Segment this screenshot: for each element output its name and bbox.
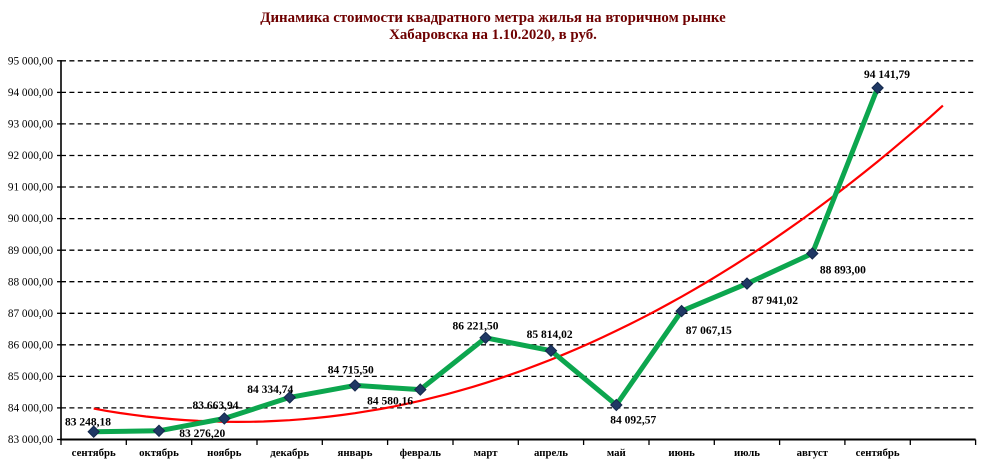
svg-text:август: август <box>797 447 829 459</box>
svg-text:91 000,00: 91 000,00 <box>8 182 54 194</box>
svg-text:июль: июль <box>734 447 760 459</box>
svg-text:85 814,02: 85 814,02 <box>527 329 573 341</box>
svg-text:сентябрь: сентябрь <box>72 447 116 459</box>
svg-text:83 276,20: 83 276,20 <box>179 428 225 440</box>
svg-text:84 092,57: 84 092,57 <box>610 415 656 427</box>
svg-text:83 000,00: 83 000,00 <box>8 434 54 446</box>
svg-text:87 067,15: 87 067,15 <box>686 325 732 337</box>
svg-text:февраль: февраль <box>400 447 442 459</box>
svg-text:апрель: апрель <box>534 447 568 459</box>
svg-text:89 000,00: 89 000,00 <box>8 245 54 257</box>
svg-text:88 000,00: 88 000,00 <box>8 276 54 288</box>
svg-text:84 580,16: 84 580,16 <box>367 395 413 407</box>
svg-text:Динамика стоимости квадратного: Динамика стоимости квадратного метра жил… <box>260 10 726 26</box>
svg-text:93 000,00: 93 000,00 <box>8 119 54 131</box>
svg-text:март: март <box>474 447 499 459</box>
svg-text:84 715,50: 84 715,50 <box>328 365 374 377</box>
svg-text:ноябрь: ноябрь <box>207 447 242 459</box>
svg-text:84 334,74: 84 334,74 <box>247 384 293 396</box>
svg-text:90 000,00: 90 000,00 <box>8 213 54 225</box>
svg-text:94 141,79: 94 141,79 <box>864 69 910 81</box>
svg-text:86 221,50: 86 221,50 <box>453 321 499 333</box>
svg-text:95 000,00: 95 000,00 <box>8 55 54 67</box>
svg-text:84 000,00: 84 000,00 <box>8 403 54 415</box>
svg-text:86 000,00: 86 000,00 <box>8 339 54 351</box>
svg-text:85 000,00: 85 000,00 <box>8 371 54 383</box>
svg-text:декабрь: декабрь <box>270 447 309 459</box>
svg-text:83 248,18: 83 248,18 <box>65 417 111 429</box>
svg-text:январь: январь <box>337 447 372 459</box>
svg-text:87 000,00: 87 000,00 <box>8 308 54 320</box>
svg-text:сентябрь: сентябрь <box>856 447 900 459</box>
svg-text:88 893,00: 88 893,00 <box>820 265 866 277</box>
svg-text:83 663,94: 83 663,94 <box>193 400 239 412</box>
svg-text:94 000,00: 94 000,00 <box>8 87 54 99</box>
svg-text:октябрь: октябрь <box>139 447 179 459</box>
svg-text:май: май <box>607 447 626 459</box>
svg-text:92 000,00: 92 000,00 <box>8 150 54 162</box>
svg-text:Хабаровска на 1.10.2020, в руб: Хабаровска на 1.10.2020, в руб. <box>389 27 597 43</box>
svg-text:87 941,02: 87 941,02 <box>752 295 798 307</box>
svg-text:июнь: июнь <box>668 447 695 459</box>
